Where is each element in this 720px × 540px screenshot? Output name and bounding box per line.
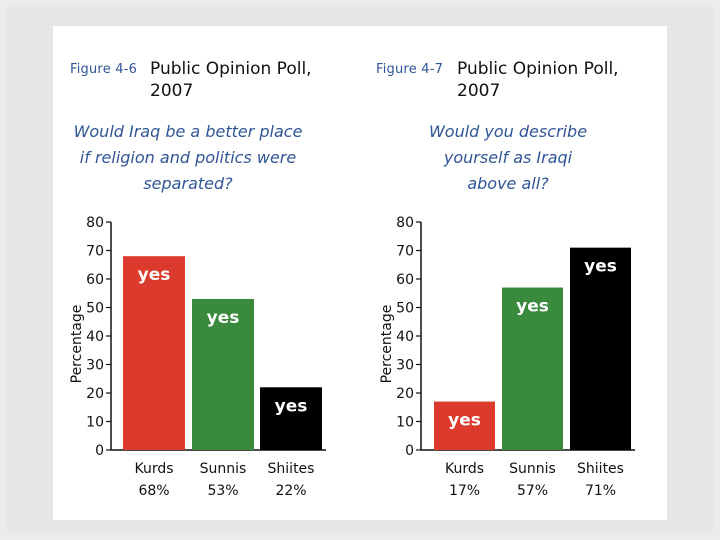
chart1-category-label: Kurds <box>134 461 173 477</box>
chart1-bar-label-kurds: yes <box>138 265 171 285</box>
chart2-y-tick-label: 80 <box>396 215 414 231</box>
chart1-percent-label: 68% <box>138 483 169 499</box>
figure-4-7-label: Figure 4-7 <box>376 62 444 77</box>
chart2-bar-label-kurds: yes <box>448 411 481 431</box>
figure-4-7-question-line3: above all? <box>467 174 549 193</box>
chart1-y-tick-label: 0 <box>95 443 104 459</box>
figure-4-6-label: Figure 4-6 <box>70 62 138 77</box>
chart2-bar-sunnis <box>502 287 563 450</box>
figure-4-7-question-line2: yourself as Iraqi <box>443 148 573 167</box>
figure-4-6-question-line3: separated? <box>143 174 233 193</box>
chart1-category-label: Sunnis <box>200 461 247 477</box>
chart1-bar-label-shiites: yes <box>275 396 308 416</box>
chart1-y-tick-label: 10 <box>86 415 104 431</box>
chart2-y-tick-label: 30 <box>396 358 414 374</box>
figure-4-6-title-line2: 2007 <box>150 81 194 101</box>
chart1-y-tick-label: 40 <box>86 329 104 345</box>
slide: Figure 4-6 Public Opinion Poll, 2007 Wou… <box>53 26 667 520</box>
chart2-percent-label: 71% <box>585 483 616 499</box>
chart2-category-label: Shiites <box>577 461 624 477</box>
chart1-y-tick-label: 60 <box>86 272 104 288</box>
chart1-y-tick-label: 50 <box>86 301 104 317</box>
chart1-y-tick-label: 70 <box>86 244 104 260</box>
chart2-percent-label: 57% <box>517 483 548 499</box>
chart1-y-axis-label: Percentage <box>69 305 85 384</box>
chart2-category-label: Sunnis <box>509 461 556 477</box>
figure-4-7-question-line1: Would you describe <box>428 122 588 141</box>
chart1-percent-label: 53% <box>207 483 238 499</box>
chart1-y-tick-label: 20 <box>86 386 104 402</box>
chart1-category-label: Shiites <box>268 461 315 477</box>
chart2-y-tick-label: 0 <box>405 443 414 459</box>
chart2-category-label: Kurds <box>445 461 484 477</box>
chart1-y-tick-label: 80 <box>86 215 104 231</box>
chart2-bar-kurds <box>434 401 495 450</box>
chart1-percent-label: 22% <box>275 483 306 499</box>
chart2-y-tick-label: 40 <box>396 329 414 345</box>
chart2-y-tick-label: 10 <box>396 415 414 431</box>
figure-4-6-question-line2: if religion and politics were <box>79 148 297 167</box>
figure-4-7-title-line2: 2007 <box>457 81 501 101</box>
figure-4-7-title-line1: Public Opinion Poll, <box>457 59 619 79</box>
charts-canvas: 0 10 20 30 40 50 60 70 80 Percentage yes Kurds 68% ye… <box>69 215 635 499</box>
chart2-percent-label: 17% <box>449 483 480 499</box>
chart2-bar-shiites <box>570 247 631 450</box>
chart2-y-tick-label: 70 <box>396 244 414 260</box>
chart2-y-tick-label: 60 <box>396 272 414 288</box>
chart2-y-tick-label: 50 <box>396 301 414 317</box>
chart2-bar-label-shiites: yes <box>584 257 617 277</box>
chart1-bar-shiites <box>260 387 322 450</box>
chart2-y-tick-label: 20 <box>396 386 414 402</box>
figure-4-6-title-line1: Public Opinion Poll, <box>150 59 312 79</box>
chart1-bar-kurds <box>123 256 185 450</box>
chart2-y-axis-label: Percentage <box>379 305 395 384</box>
chart1-bar-sunnis <box>192 298 254 450</box>
figure-4-6-question-line1: Would Iraq be a better place <box>73 122 303 141</box>
chart1-y-tick-label: 30 <box>86 358 104 374</box>
chart1-bar-label-sunnis: yes <box>207 308 240 328</box>
chart2-bar-label-sunnis: yes <box>516 297 549 317</box>
